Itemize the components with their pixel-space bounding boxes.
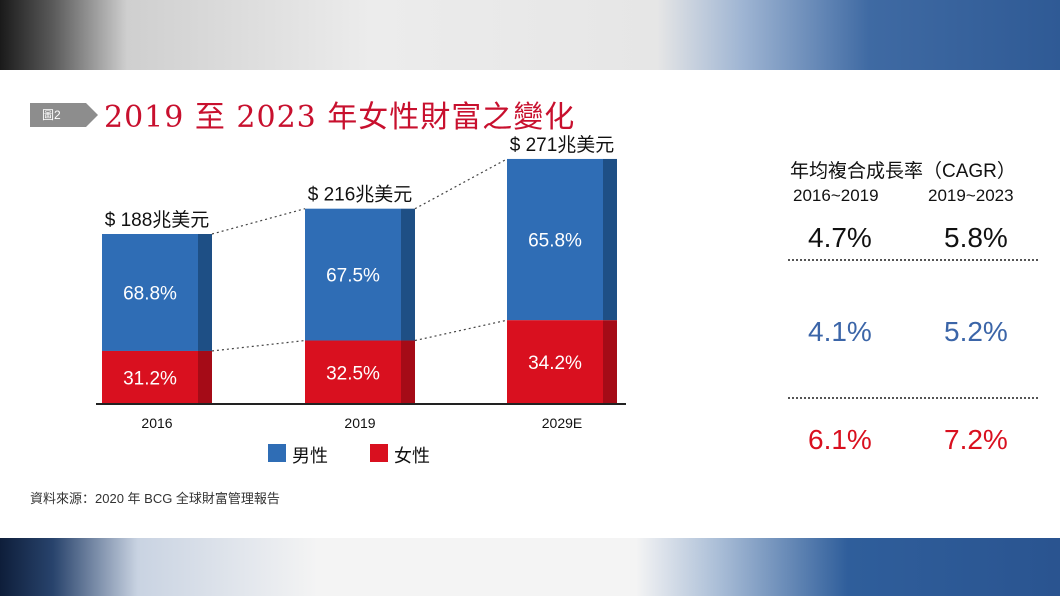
figure-tag: 圖2 (30, 103, 86, 127)
cagr-total-2016-2019: 4.7% (808, 222, 872, 253)
cagr-period-2: 2019~2023 (928, 186, 1014, 205)
x-tick-2029E: 2029E (542, 415, 582, 431)
label-male-2019: 67.5% (326, 266, 380, 287)
legend-female-swatch (370, 444, 388, 462)
bar-female-2019 (305, 340, 401, 404)
label-male-2016: 68.8% (123, 283, 177, 304)
connector-split (211, 339, 306, 352)
legend-male-label: 男性 (292, 446, 328, 466)
label-female-2016: 31.2% (123, 368, 177, 389)
top-banner (0, 0, 1060, 70)
total-label-2019: $ 216兆美元 (308, 184, 413, 206)
bar-female-2016 (102, 350, 198, 404)
bar-female-side-2029E (603, 320, 617, 404)
cagr-heading: 年均複合成長率（CAGR） (790, 161, 1016, 182)
label-female-2029E: 34.2% (528, 353, 582, 374)
x-tick-2016: 2016 (141, 415, 172, 431)
bar-male-2019 (305, 208, 401, 341)
bar-female-side-2016 (198, 350, 212, 404)
bar-female-side-2019 (401, 340, 415, 404)
chart-title: 2019 至 2023 年女性財富之變化 (104, 100, 576, 135)
total-label-2029E: $ 271兆美元 (510, 134, 615, 156)
cagr-female-2016-2019: 6.1% (808, 424, 872, 455)
figure-tag-arrow-icon (86, 103, 98, 127)
legend-male-swatch (268, 444, 286, 462)
label-female-2019: 32.5% (326, 363, 380, 384)
connector-total (414, 158, 508, 210)
cagr-female-2019-2023: 7.2% (944, 424, 1008, 455)
cagr-male-2016-2019: 4.1% (808, 316, 872, 347)
legend-female-label: 女性 (394, 446, 430, 466)
bottom-banner (0, 538, 1060, 596)
label-male-2029E: 65.8% (528, 231, 582, 252)
source-note: 資料來源：2020 年 BCG 全球財富管理報告 (30, 491, 280, 506)
bar-female-2029E (507, 320, 603, 404)
connector-split (414, 319, 508, 342)
cagr-divider (788, 397, 1038, 399)
bar-male-side-2019 (401, 208, 415, 341)
bar-male-2016 (102, 234, 198, 351)
x-tick-2019: 2019 (344, 415, 375, 431)
cagr-male-2019-2023: 5.2% (944, 316, 1008, 347)
bar-male-side-2029E (603, 158, 617, 321)
connector-total (211, 208, 306, 235)
cagr-period-1: 2016~2019 (793, 186, 879, 205)
bar-male-2029E (507, 158, 603, 321)
total-label-2016: $ 188兆美元 (105, 209, 210, 231)
cagr-total-2019-2023: 5.8% (944, 222, 1008, 253)
bar-male-side-2016 (198, 234, 212, 351)
cagr-divider (788, 259, 1038, 261)
